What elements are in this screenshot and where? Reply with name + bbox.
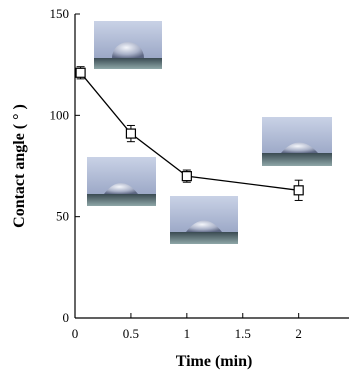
data-point-marker bbox=[125, 128, 137, 139]
series-line bbox=[80, 72, 299, 191]
data-point-marker bbox=[293, 185, 304, 196]
x-tick-label: 1 bbox=[184, 326, 191, 341]
y-axis-label: Contact angle ( ° ) bbox=[11, 104, 28, 228]
data-point-marker bbox=[181, 171, 192, 182]
droplet-photo-inset-2 bbox=[87, 157, 156, 206]
x-axis-ticks: 0 0.5 1 1.5 2 bbox=[72, 313, 302, 341]
droplet-photo-inset-1 bbox=[94, 21, 162, 69]
plot-axes bbox=[74, 14, 349, 319]
y-tick-label: 150 bbox=[50, 6, 70, 21]
y-tick-label: 50 bbox=[56, 209, 69, 224]
x-tick-label: 1.5 bbox=[235, 326, 251, 341]
droplet-photo-inset-3 bbox=[170, 196, 238, 244]
y-tick-label: 100 bbox=[50, 107, 70, 122]
x-tick-label: 0.5 bbox=[123, 326, 139, 341]
series-contact-angle bbox=[75, 66, 304, 201]
x-tick-label: 0 bbox=[72, 326, 79, 341]
data-point-marker bbox=[75, 67, 86, 78]
x-axis-label: Time (min) bbox=[176, 353, 253, 370]
y-tick-label: 0 bbox=[63, 310, 70, 325]
y-axis-ticks: 0 50 100 150 bbox=[50, 6, 80, 325]
droplet-photo-inset-4 bbox=[262, 117, 332, 166]
x-tick-label: 2 bbox=[295, 326, 302, 341]
